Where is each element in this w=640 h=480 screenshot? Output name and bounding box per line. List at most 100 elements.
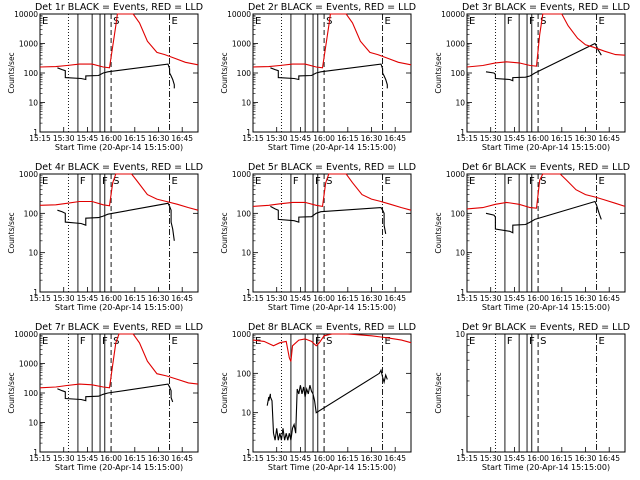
det-4-x-tick-label: 15:15: [29, 294, 51, 303]
det-8-x-tick-label: 16:00: [313, 454, 335, 463]
det-2-marker-label: E: [385, 16, 391, 27]
det-5-marker-label: S: [326, 176, 332, 187]
det-5-x-axis-label: Start Time (20-Apr-14 15:15:00): [268, 303, 396, 312]
det-1-x-axis-label: Start Time (20-Apr-14 15:15:00): [55, 143, 183, 152]
det-8-y-tick-label: 100: [237, 369, 252, 378]
det-1-marker-label: E: [172, 16, 178, 27]
det-5-series-lld: [252, 173, 412, 211]
det-9-y-axis-label: Counts/sec: [434, 372, 443, 413]
det-3-marker-label: E: [469, 16, 475, 27]
det-5-y-tick-label: 10: [241, 249, 251, 258]
det-9-x-tick-label: 15:30: [480, 454, 502, 463]
det-3-y-tick-label: 10: [455, 99, 465, 108]
det-5-marker-label: E: [385, 176, 391, 187]
det-5-x-tick-label: 15:30: [266, 294, 288, 303]
det-6-y-tick-label: 1000: [446, 170, 465, 179]
det-7-x-tick-label: 16:30: [148, 454, 170, 463]
det-8-marker-label: E: [255, 336, 261, 347]
det-2-x-tick-label: 16:15: [337, 134, 359, 143]
det-4-x-tick-label: 16:00: [100, 294, 122, 303]
det-3-x-tick-label: 15:15: [456, 134, 478, 143]
det-4-y-tick-label: 1000: [19, 170, 38, 179]
det-2-y-tick-label: 1: [246, 128, 251, 137]
det-7-y-tick-label: 100: [24, 389, 39, 398]
det-3-x-tick-label: 15:45: [504, 134, 526, 143]
det-8-marker-label: S: [326, 336, 332, 347]
det-9-x-axis-label: Start Time (20-Apr-14 15:15:00): [482, 463, 610, 472]
det-4-x-axis-label: Start Time (20-Apr-14 15:15:00): [55, 303, 183, 312]
det-9-x-tick-label: 16:15: [551, 454, 573, 463]
det-6-marker-label: F: [507, 176, 513, 187]
det-5-y-tick-label: 1: [246, 288, 251, 297]
det-1-x-tick-label: 16:15: [124, 134, 146, 143]
det-8-plot-frame: [252, 333, 412, 453]
det-4-marker-label: E: [42, 176, 48, 187]
det-9-marker-label: S: [540, 336, 546, 347]
det-5-y-tick-label: 1000: [232, 170, 251, 179]
det-3-y-tick-label: 100: [451, 69, 466, 78]
det-3-x-tick-label: 16:15: [551, 134, 573, 143]
det-4-y-tick-label: 10: [28, 249, 38, 258]
det-4-x-tick-label: 16:15: [124, 294, 146, 303]
det-1-y-tick-label: 100: [24, 69, 39, 78]
det-6-x-tick-label: 15:15: [456, 294, 478, 303]
det-2-x-tick-label: 15:15: [242, 134, 264, 143]
det-4-x-tick-label: 16:30: [148, 294, 170, 303]
det-6-marker-label: E: [469, 176, 475, 187]
det-8-x-tick-label: 15:45: [290, 454, 312, 463]
det-3-marker-label: E: [599, 16, 605, 27]
det-7-y-tick-label: 10000: [14, 330, 38, 339]
det-1-y-tick-label: 10: [28, 99, 38, 108]
det-6-series-events: [485, 200, 602, 234]
det-3-x-tick-label: 16:00: [527, 134, 549, 143]
det-6-x-tick-label: 15:45: [504, 294, 526, 303]
det-7-plot-frame: [39, 333, 199, 453]
det-3-x-tick-label: 16:30: [575, 134, 597, 143]
det-2-x-tick-label: 15:30: [266, 134, 288, 143]
det-5-x-tick-label: 16:00: [313, 294, 335, 303]
det-9-x-tick-label: 16:30: [575, 454, 597, 463]
det-2-y-tick-label: 10000: [227, 10, 251, 19]
det-6-series-lld: [466, 173, 626, 210]
det-8-x-tick-label: 16:45: [384, 454, 406, 463]
det-1-series-lld: [39, 13, 199, 69]
det-4-marker-label: F: [80, 176, 86, 187]
det-9-y-tick-label: 1: [460, 448, 465, 457]
det-1-y-tick-label: 10000: [14, 10, 38, 19]
det-2-y-tick-label: 10: [241, 99, 251, 108]
det-9-x-tick-label: 16:45: [598, 454, 620, 463]
det-6-x-tick-label: 16:15: [551, 294, 573, 303]
det-3-x-tick-label: 16:45: [598, 134, 620, 143]
det-4-x-tick-label: 15:30: [53, 294, 75, 303]
det-9-x-tick-label: 16:00: [527, 454, 549, 463]
det-6-x-tick-label: 16:30: [575, 294, 597, 303]
det-2-marker-label: E: [255, 16, 261, 27]
det-8-series-lld: [252, 333, 412, 362]
det-6-marker-label: S: [540, 176, 546, 187]
det-9-x-tick-label: 15:15: [456, 454, 478, 463]
det-1-x-tick-label: 16:45: [171, 134, 193, 143]
det-2-series-events: [270, 63, 388, 89]
det-5-marker-label: E: [255, 176, 261, 187]
det-8-marker-label: E: [385, 336, 391, 347]
det-8-x-tick-label: 16:15: [337, 454, 359, 463]
det-4-x-tick-label: 15:45: [77, 294, 99, 303]
det-4-x-tick-label: 16:45: [171, 294, 193, 303]
det-8-y-axis-label: Counts/sec: [220, 372, 229, 413]
det-1-title: Det 1r BLACK = Events, RED = LLD: [35, 2, 203, 13]
det-3-marker-label: S: [540, 16, 546, 27]
det-7-marker-label: E: [42, 336, 48, 347]
det-1-x-tick-label: 16:30: [148, 134, 170, 143]
det-3-y-tick-label: 10000: [441, 10, 465, 19]
det-8-title: Det 8r BLACK = Events, RED = LLD: [248, 322, 416, 333]
det-3-series-lld: [466, 13, 626, 68]
det-1-y-tick-label: 1: [33, 128, 38, 137]
det-2-y-axis-label: Counts/sec: [220, 52, 229, 93]
det-5-x-tick-label: 16:15: [337, 294, 359, 303]
det-2-series-lld: [252, 13, 412, 69]
det-1-marker-label: E: [42, 16, 48, 27]
det-2-x-tick-label: 16:00: [313, 134, 335, 143]
det-3-marker-label: F: [507, 16, 513, 27]
det-7-x-tick-label: 16:00: [100, 454, 122, 463]
